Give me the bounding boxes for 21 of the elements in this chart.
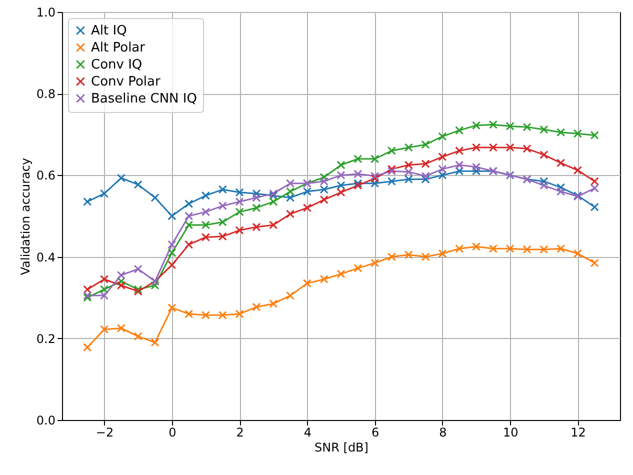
- x-tick-label: 8: [439, 426, 447, 440]
- y-tick-label: 0.2: [36, 332, 56, 346]
- y-tick-label: 1.0: [36, 6, 56, 20]
- x-axis-title: SNR [dB]: [314, 440, 368, 454]
- legend-label: Conv IQ: [91, 58, 142, 72]
- legend-label: Conv Polar: [91, 74, 162, 90]
- x-tick-label: 2: [236, 426, 244, 440]
- x-tick-label: 0: [168, 426, 176, 440]
- legend-label: Baseline CNN IQ: [91, 92, 197, 106]
- x-tick-label: 6: [372, 426, 380, 440]
- x-tick-label: 4: [304, 426, 312, 440]
- y-axis-title: Validation accuracy: [18, 158, 32, 276]
- x-tick-label: −2: [96, 426, 114, 440]
- y-tick-label: 0.4: [36, 250, 56, 264]
- y-tick-label: 0.8: [36, 87, 56, 102]
- legend-label: Alt IQ: [91, 24, 127, 38]
- x-tick-label: 12: [570, 426, 586, 440]
- y-tick-label: 0.6: [36, 168, 56, 183]
- legend-label: Alt Polar: [91, 40, 146, 56]
- x-tick-label: 10: [502, 426, 518, 440]
- y-tick-label: 0.0: [36, 414, 56, 428]
